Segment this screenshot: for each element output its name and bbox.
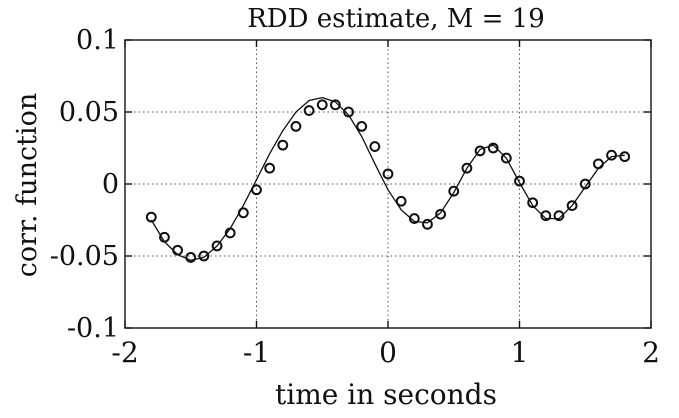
data-point (356, 121, 368, 132)
data-point (159, 231, 170, 243)
chart-title: RDD estimate, M = 19 (247, 4, 545, 34)
data-point (422, 218, 433, 230)
y-tick-label: 0.05 (59, 97, 119, 128)
data-point (487, 142, 499, 154)
data-point (461, 162, 473, 174)
data-point (553, 210, 565, 222)
data-point (237, 207, 249, 219)
y-tick-label: 0.1 (76, 25, 119, 56)
tick-marks (124, 39, 652, 329)
data-point (369, 141, 381, 152)
y-tick-label: -0.05 (50, 241, 119, 272)
data-point (251, 184, 262, 196)
data-point (579, 178, 591, 190)
data-point (619, 151, 631, 163)
data-point (474, 145, 486, 157)
data-point (593, 158, 604, 170)
data-point (448, 185, 460, 197)
data-point (500, 152, 512, 164)
data-point (316, 99, 328, 111)
data-point (198, 250, 210, 262)
data-point (566, 200, 578, 212)
data-point (303, 105, 315, 116)
series-layer (145, 96, 631, 263)
data-point (264, 162, 276, 174)
data-point (330, 99, 341, 111)
y-tick-label: 0 (102, 169, 119, 200)
data-point (185, 252, 197, 263)
data-point (277, 139, 289, 151)
data-point (290, 121, 302, 132)
data-point (540, 210, 552, 222)
y-axis-label: corr. function (12, 93, 43, 277)
data-point (606, 149, 617, 161)
x-tick-label: -2 (111, 336, 138, 369)
y-tick-label: -0.1 (67, 313, 119, 344)
data-point (211, 240, 223, 252)
data-point (435, 208, 447, 220)
data-point (408, 213, 420, 224)
x-axis-label: time in seconds (275, 378, 497, 411)
grid-layer (125, 40, 651, 328)
x-tick-label: 1 (511, 336, 529, 369)
x-tick-label: -1 (243, 336, 270, 369)
data-point (224, 227, 236, 239)
data-point (145, 211, 157, 223)
data-point (514, 175, 525, 187)
x-tick-label: 2 (642, 336, 660, 369)
data-point (172, 244, 184, 256)
data-point (395, 195, 407, 207)
x-tick-label: 0 (379, 336, 397, 369)
data-point (343, 106, 354, 118)
tick-labels: -2 -1 0 1 2 -0.1 -0.05 0 0.05 0.1 (50, 25, 660, 369)
data-point (382, 168, 394, 180)
data-point (527, 197, 539, 209)
